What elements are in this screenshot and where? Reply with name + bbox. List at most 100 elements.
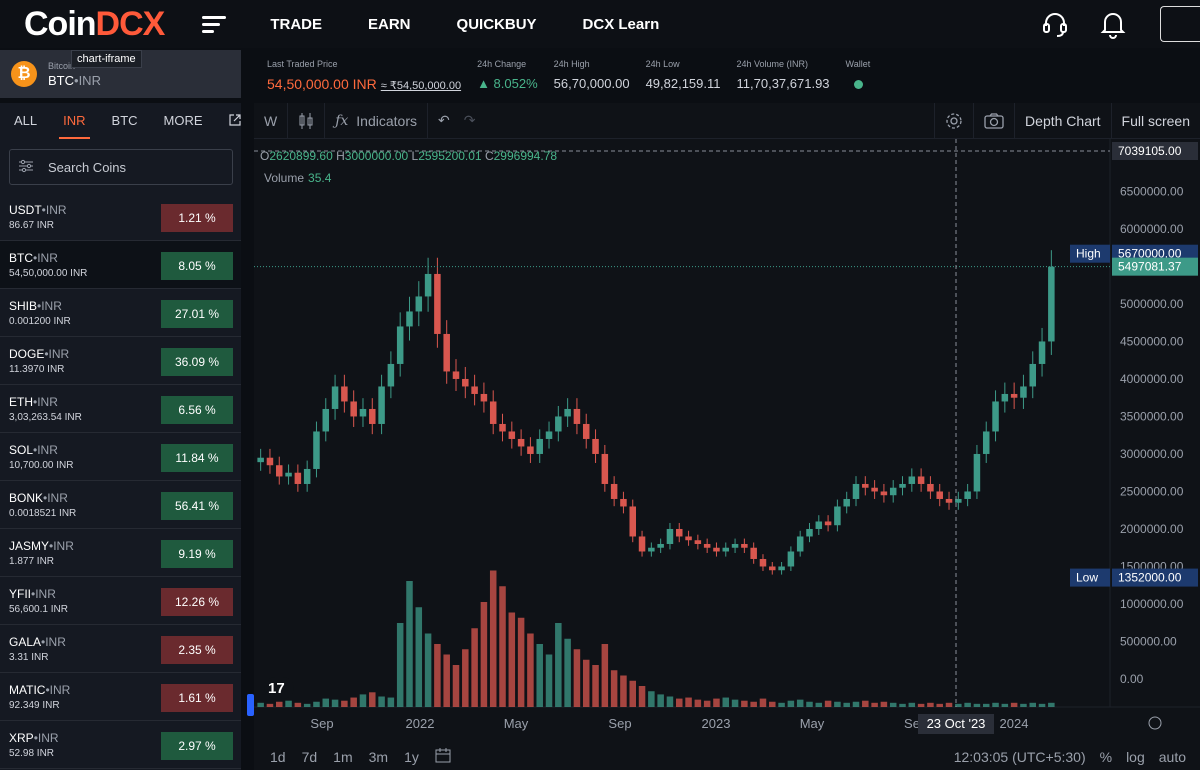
coin-pair: BONK•INR: [9, 490, 68, 505]
nav-dcx-learn[interactable]: DCX Learn: [582, 15, 660, 33]
tab-all[interactable]: ALL: [14, 113, 38, 128]
wallet-status-dot: [853, 80, 863, 89]
candle-body: [927, 483, 934, 492]
candle-body: [285, 472, 292, 477]
range-3m[interactable]: 3m: [368, 748, 389, 765]
tradingview-logo: 17: [268, 680, 285, 697]
nav-quickbuy[interactable]: QUICKBUY: [456, 15, 537, 33]
volume-bar: [415, 607, 423, 707]
volume-bar: [1020, 703, 1027, 707]
candle-body: [852, 483, 860, 499]
market-pair-selector[interactable]: ₿ Bitcoin BTC•INR: [0, 50, 241, 98]
coin-row-xrp[interactable]: XRP•INR 52.98 INR 2.97 %: [0, 721, 241, 769]
coin-pair: SOL•INR: [9, 442, 58, 457]
volume-bar: [759, 698, 767, 707]
volume-bar: [443, 654, 450, 707]
search-coins-input[interactable]: Search Coins: [9, 149, 233, 185]
camera-icon[interactable]: [973, 102, 1014, 139]
range-7d[interactable]: 7d: [301, 748, 318, 765]
depth-chart-button[interactable]: Depth Chart: [1014, 102, 1110, 139]
range-1m[interactable]: 1m: [333, 748, 353, 765]
low-price-tag-bg: [1112, 568, 1198, 587]
market-tabs: ALL INR BTC MORE: [0, 103, 241, 139]
volume-bar: [927, 702, 934, 707]
x-tick-label: 2022: [406, 716, 435, 731]
coin-price: 54,50,000.00 INR: [9, 267, 88, 279]
candle-body: [713, 547, 720, 552]
undo-icon[interactable]: ↶: [438, 112, 450, 128]
coin-list: USDT•INR 86.67 INR 1.21 % BTC•INR 54,50,000.…: [0, 193, 241, 769]
indicators-button[interactable]: ƒx Indicators: [325, 102, 428, 139]
menu-icon[interactable]: [202, 14, 227, 34]
candle-body: [769, 566, 776, 571]
candle-body: [685, 536, 692, 541]
range-1y[interactable]: 1y: [404, 748, 419, 765]
coin-change-badge: 1.61 %: [161, 684, 233, 712]
crosshair-date-tag: 23 Oct '23: [927, 716, 986, 731]
volume-bar: [750, 701, 757, 707]
nav-earn[interactable]: EARN: [368, 15, 411, 33]
candle-body: [396, 326, 404, 364]
redo-icon[interactable]: ↷: [463, 112, 476, 128]
candle-body: [545, 431, 553, 439]
support-headset-icon[interactable]: [1038, 7, 1072, 41]
coin-row-matic[interactable]: MATIC•INR 92.349 INR 1.61 %: [0, 673, 241, 721]
coin-row-eth[interactable]: ETH•INR 3,03,263.54 INR 6.56 %: [0, 385, 241, 433]
last-price-tag: 5497081.37: [1118, 260, 1182, 274]
bell-icon[interactable]: [1096, 7, 1130, 41]
volume-bar: [303, 703, 311, 707]
volume-legend: Volume 35.4: [264, 171, 332, 185]
volume-bar: [527, 633, 534, 707]
x-tick-label: 2024: [1000, 716, 1029, 731]
high-24h: 24h High 56,70,000.00: [553, 59, 630, 91]
pair-subtitle: Bitcoin: [48, 60, 76, 71]
coin-row-btc[interactable]: BTC•INR 54,50,000.00 INR 8.05 %: [0, 241, 241, 289]
auto-scale-toggle[interactable]: auto: [1158, 748, 1186, 765]
coin-row-shib[interactable]: SHIB•INR 0.001200 INR 27.01 %: [0, 289, 241, 337]
candlestick-chart[interactable]: 6500000.006000000.005500000.005000000.00…: [254, 139, 1200, 743]
y-tick-label: 2000000.00: [1120, 522, 1184, 536]
external-link-icon[interactable]: [228, 113, 241, 129]
coin-row-jasmy[interactable]: JASMY•INR 1.877 INR 9.19 %: [0, 529, 241, 577]
coin-row-doge[interactable]: DOGE•INR 11.3970 INR 36.09 %: [0, 337, 241, 385]
tab-btc[interactable]: BTC: [111, 113, 138, 128]
date-range-icon[interactable]: [435, 747, 453, 766]
volume-bar: [676, 698, 683, 707]
candle-type-icon[interactable]: [288, 102, 326, 139]
coin-row-sol[interactable]: SOL•INR 10,700.00 INR 11.84 %: [0, 433, 241, 481]
volume-bar: [424, 633, 432, 707]
volume-bar: [369, 692, 376, 707]
candle-body: [1020, 386, 1027, 398]
candle-body: [862, 483, 869, 488]
candle-body: [899, 483, 906, 488]
volume-bar: [815, 702, 823, 707]
volume-bar: [610, 670, 618, 707]
interval-button[interactable]: W: [254, 102, 289, 139]
volume-bar: [638, 686, 646, 707]
candle-body: [359, 408, 367, 417]
coindcx-logo[interactable]: CoinDCX: [24, 4, 165, 43]
tab-inr[interactable]: INR: [59, 103, 90, 139]
coin-row-usdt[interactable]: USDT•INR 86.67 INR 1.21 %: [0, 193, 241, 241]
nav-trade[interactable]: TRADE: [270, 15, 323, 33]
volume-bar: [536, 644, 543, 707]
sidebar-collapse-handle[interactable]: [247, 694, 254, 716]
tab-more[interactable]: MORE: [163, 113, 203, 128]
log-scale-toggle[interactable]: log: [1126, 748, 1145, 765]
range-1d[interactable]: 1d: [270, 748, 286, 765]
x-tick-label: Sep: [310, 716, 333, 731]
volume-bar: [489, 570, 497, 707]
candle-body: [480, 393, 488, 402]
coin-row-gala[interactable]: GALA•INR 3.31 INR 2.35 %: [0, 625, 241, 673]
coin-row-yfii[interactable]: YFII•INR 56,600.1 INR 12.26 %: [0, 577, 241, 625]
candle-body: [610, 483, 618, 499]
coin-row-bonk[interactable]: BONK•INR 0.0018521 INR 56.41 %: [0, 481, 241, 529]
fullscreen-button[interactable]: Full screen: [1110, 102, 1200, 139]
account-button[interactable]: [1160, 6, 1200, 42]
low-price-tag-label-bg: [1070, 568, 1110, 587]
volume-bar: [722, 697, 730, 707]
settings-gear-icon[interactable]: [934, 102, 973, 139]
candle-body: [462, 378, 469, 387]
percent-scale-toggle[interactable]: %: [1099, 748, 1113, 765]
